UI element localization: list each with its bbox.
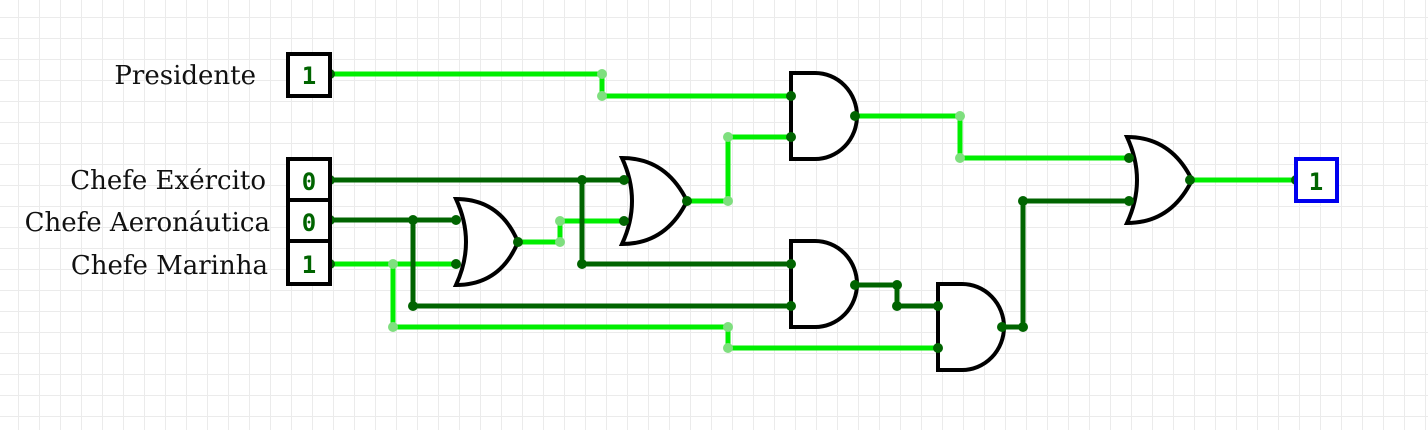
input-labels: Presidente Chefe Exército Chefe Aeronáut…	[25, 61, 270, 281]
or-gate-2[interactable]	[618, 155, 690, 247]
connection-dot	[723, 322, 733, 332]
and-gate-1[interactable]	[789, 71, 859, 161]
connection-dot	[723, 196, 733, 206]
input-label-presidente: Presidente	[114, 61, 256, 91]
wire-or1-to-or2[interactable]	[515, 218, 627, 245]
connection-dot	[1185, 175, 1195, 185]
wire-presidente[interactable]	[327, 71, 794, 99]
input-pin-value: 0	[302, 209, 316, 237]
connection-dot	[955, 111, 965, 121]
connection-dot	[513, 237, 523, 247]
or-gate-1[interactable]	[452, 196, 521, 288]
connection-dot	[786, 259, 796, 269]
output-pin-value: 1	[1309, 168, 1323, 196]
connection-dot	[786, 132, 796, 142]
or-gate-3[interactable]	[1123, 134, 1195, 226]
wire-or2-to-and1[interactable]	[684, 134, 794, 204]
connection-dot	[597, 91, 607, 101]
connection-dot	[786, 301, 796, 311]
connection-dot	[723, 343, 733, 353]
wire-and3-to-or3[interactable]	[999, 198, 1132, 330]
connection-dot	[892, 280, 902, 290]
junctions	[325, 69, 1301, 353]
input-pin-marinha[interactable]	[286, 239, 332, 286]
connection-dot	[1018, 322, 1028, 332]
connection-dot	[933, 343, 943, 353]
connection-dot	[1018, 196, 1028, 206]
input-pin-value: 0	[302, 168, 316, 196]
wire-and2-to-and3[interactable]	[852, 282, 941, 309]
connection-dot	[388, 322, 398, 332]
input-label-marinha: Chefe Marinha	[71, 251, 268, 281]
output-pin-group: 1	[1294, 157, 1339, 203]
connection-dot	[577, 175, 587, 185]
connection-dot	[577, 259, 587, 269]
connection-dot	[997, 322, 1007, 332]
input-pin-presidente[interactable]	[286, 52, 332, 98]
and-gate-2[interactable]	[789, 239, 859, 329]
input-pin-exercito[interactable]	[286, 157, 332, 202]
connection-dot	[388, 259, 398, 269]
input-pin-value: 1	[302, 62, 316, 90]
connection-dot	[597, 69, 607, 79]
connection-dot	[408, 301, 418, 311]
connection-dot	[555, 216, 565, 226]
input-label-aeronautica: Chefe Aeronáutica	[25, 208, 270, 238]
connection-dot	[451, 259, 461, 269]
connection-dot	[619, 216, 629, 226]
connection-dot	[723, 132, 733, 142]
output-pin[interactable]	[1294, 157, 1339, 203]
connection-dot	[892, 301, 902, 311]
connection-dot	[451, 215, 461, 225]
and-gate-3[interactable]	[936, 282, 1006, 372]
connection-dot	[555, 237, 565, 247]
connection-dot	[408, 215, 418, 225]
connection-dot	[850, 111, 860, 121]
connection-dot	[786, 91, 796, 101]
wire-and1-to-or3[interactable]	[852, 113, 1132, 161]
connection-dot	[619, 175, 629, 185]
connection-dot	[1124, 153, 1134, 163]
connection-dot	[955, 153, 965, 163]
input-label-exercito: Chefe Exército	[70, 166, 266, 196]
input-pins: 1 0 0 1	[286, 52, 332, 286]
gates	[452, 71, 1195, 372]
connection-dot	[682, 196, 692, 206]
connection-dot	[1124, 196, 1134, 206]
connection-dot	[933, 301, 943, 311]
connection-dot	[850, 280, 860, 290]
input-pin-value: 1	[302, 251, 316, 279]
